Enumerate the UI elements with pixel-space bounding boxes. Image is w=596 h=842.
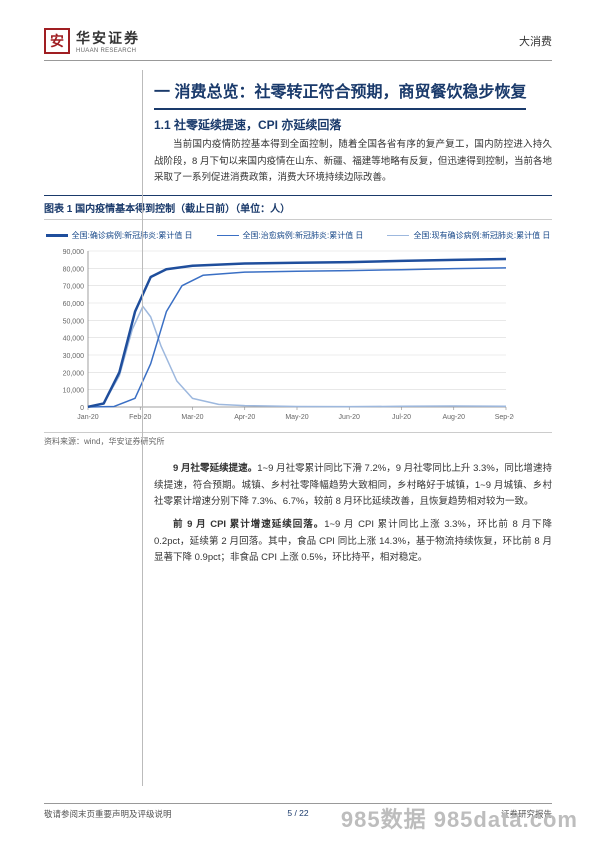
logo-text-cn: 华安证券 — [76, 28, 140, 48]
svg-text:Mar-20: Mar-20 — [181, 414, 203, 421]
paragraph-2: 9 月社零延续提速。1~9 月社零累计同比下滑 7.2%，9 月社零同比上升 3… — [154, 461, 552, 511]
logo-icon: 安 — [44, 28, 70, 54]
section-title: 一 消费总览：社零转正符合预期，商贸餐饮稳步恢复 — [154, 79, 552, 110]
subsection-title: 1.1 社零延续提速，CPI 亦延续回落 — [154, 116, 552, 133]
paragraph-1: 当前国内疫情防控基本得到全面控制，随着全国各省有序的复产复工，国内防控进入持久战… — [154, 137, 552, 187]
chart-svg: 0 10,000 20,000 30,000 40,000 50,000 60,000 70,… — [44, 245, 514, 425]
svg-text:May-20: May-20 — [285, 414, 308, 421]
watermark: 985数据 985data.com — [341, 802, 578, 834]
svg-text:Jun-20: Jun-20 — [339, 414, 361, 421]
svg-text:Jul-20: Jul-20 — [392, 414, 411, 421]
svg-text:Aug-20: Aug-20 — [442, 414, 465, 421]
svg-text:Feb-20: Feb-20 — [129, 414, 151, 421]
svg-text:30,000: 30,000 — [63, 353, 85, 360]
svg-text:Jan-20: Jan-20 — [77, 414, 99, 421]
legend-item: 全国:确诊病例:新冠肺炎:累计值 日 — [46, 230, 193, 241]
legend-item: 全国:现有确诊病例:新冠肺炎:累计值 日 — [387, 230, 550, 241]
chart-source: 资料来源：wind，华安证券研究所 — [44, 432, 552, 447]
svg-text:Sep-20: Sep-20 — [495, 414, 514, 421]
svg-text:80,000: 80,000 — [63, 266, 85, 273]
footer-left: 敬请参阅末页重要声明及评级说明 — [44, 808, 172, 820]
svg-text:90,000: 90,000 — [63, 249, 85, 256]
svg-text:50,000: 50,000 — [63, 318, 85, 325]
page-header: 安 华安证券 HUAAN RESEARCH 大消费 — [44, 28, 552, 61]
logo-text-en: HUAAN RESEARCH — [76, 48, 140, 54]
svg-text:70,000: 70,000 — [63, 284, 85, 291]
chart-legend: 全国:确诊病例:新冠肺炎:累计值 日 全国:治愈病例:新冠肺炎:累计值 日 全国:现… — [44, 224, 552, 245]
chart-caption: 图表 1 国内疫情基本得到控制（截止日前）（单位：人） — [44, 195, 552, 220]
footer-page-number: 5 / 22 — [287, 808, 308, 818]
svg-text:10,000: 10,000 — [63, 388, 85, 395]
logo: 安 华安证券 HUAAN RESEARCH — [44, 28, 140, 54]
chart: 全国:确诊病例:新冠肺炎:累计值 日 全国:治愈病例:新冠肺炎:累计值 日 全国:现… — [44, 224, 552, 430]
sidebar-divider — [142, 70, 143, 786]
svg-text:0: 0 — [80, 405, 84, 412]
svg-text:20,000: 20,000 — [63, 370, 85, 377]
svg-text:60,000: 60,000 — [63, 301, 85, 308]
legend-item: 全国:治愈病例:新冠肺炎:累计值 日 — [217, 230, 364, 241]
paragraph-3: 前 9 月 CPI 累计增速延续回落。1~9 月 CPI 累计同比上涨 3.3%… — [154, 517, 552, 567]
svg-text:40,000: 40,000 — [63, 336, 85, 343]
header-category: 大消费 — [519, 33, 552, 49]
svg-text:Apr-20: Apr-20 — [234, 414, 255, 421]
